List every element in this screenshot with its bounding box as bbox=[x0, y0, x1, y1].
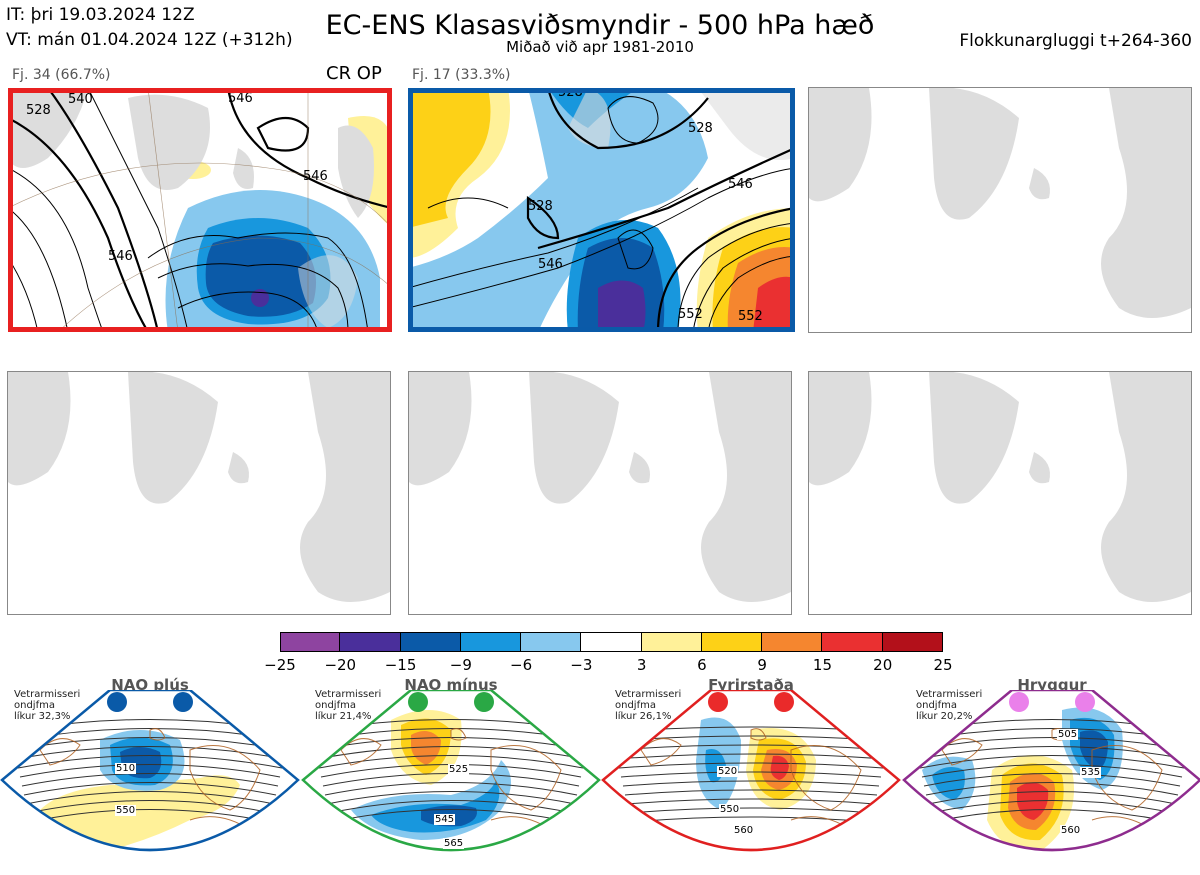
colorbar-tick-label: −6 bbox=[510, 656, 533, 674]
regime-contour-label: 550 bbox=[115, 805, 137, 816]
colorbar-tick-label: 25 bbox=[933, 656, 953, 674]
init-time: IT: þri 19.03.2024 12Z bbox=[6, 5, 195, 25]
colorbar-swatch bbox=[641, 632, 702, 652]
regime-note-line: ondjfma bbox=[615, 700, 656, 711]
contour-label: 528 bbox=[26, 103, 51, 118]
colorbar-swatch bbox=[280, 632, 341, 652]
classification-window: Flokkunargluggi t+264-360 bbox=[959, 31, 1192, 51]
regime-note-line: líkur 20,2% bbox=[916, 711, 973, 722]
regime-indicator-dot bbox=[474, 692, 494, 712]
regime-contour-label: 505 bbox=[1057, 729, 1079, 740]
contour-label: 546 bbox=[228, 91, 253, 106]
regime-note-line: ondjfma bbox=[916, 700, 957, 711]
contour-label: 546 bbox=[728, 177, 753, 192]
colorbar-tick-label: −3 bbox=[570, 656, 593, 674]
regime-contour-label: 560 bbox=[733, 825, 755, 836]
regime-probability-note: Vetrarmisseri ondjfma líkur 32,3% bbox=[14, 689, 80, 722]
colorbar bbox=[280, 632, 943, 652]
empty-map-4[interactable] bbox=[7, 371, 391, 615]
colorbar-tick-label: −9 bbox=[449, 656, 472, 674]
regime-contour-label: 550 bbox=[719, 804, 741, 815]
regime-map[interactable] bbox=[601, 688, 901, 871]
regime-contour-label: 525 bbox=[448, 764, 470, 775]
regime-note-line: Vetrarmisseri bbox=[14, 689, 81, 700]
regime-contour-label: 520 bbox=[717, 766, 739, 777]
regime-probability-note: Vetrarmisseri ondjfma líkur 26,1% bbox=[615, 689, 681, 722]
regime-probability-note: Vetrarmisseri ondjfma líkur 21,4% bbox=[315, 689, 381, 722]
colorbar-swatch bbox=[822, 632, 883, 652]
contour-label: 552 bbox=[678, 307, 703, 322]
regime-contour-label: 535 bbox=[1080, 767, 1102, 778]
regime-indicator-dot bbox=[173, 692, 193, 712]
contour-label: 546 bbox=[303, 169, 328, 184]
colorbar-tick-label: −15 bbox=[384, 656, 417, 674]
regime-contour-label: 545 bbox=[434, 814, 456, 825]
valid-time: VT: mán 01.04.2024 12Z (+312h) bbox=[6, 30, 293, 50]
regime-note-line: ondjfma bbox=[14, 700, 55, 711]
regime-contour-label: 565 bbox=[443, 838, 465, 849]
colorbar-swatch bbox=[581, 632, 642, 652]
contour-label: 528 bbox=[688, 121, 713, 136]
contour-label: 540 bbox=[68, 92, 93, 107]
regime-note-line: líkur 21,4% bbox=[315, 711, 372, 722]
regime-indicator-dot bbox=[774, 692, 794, 712]
regime-contour-label: 560 bbox=[1060, 825, 1082, 836]
colorbar-tick-label: 9 bbox=[757, 656, 767, 674]
contour-label: 528 bbox=[528, 199, 553, 214]
empty-map-5[interactable] bbox=[408, 371, 792, 615]
colorbar-swatch bbox=[400, 632, 461, 652]
regime-note-line: Vetrarmisseri bbox=[615, 689, 682, 700]
colorbar-tick-label: 6 bbox=[697, 656, 707, 674]
colorbar-tick-label: 3 bbox=[636, 656, 647, 674]
cluster-2-label: Fj. 17 (33.3%) bbox=[412, 67, 511, 83]
colorbar-tick-label: −20 bbox=[324, 656, 357, 674]
colorbar-tick-label: −25 bbox=[264, 656, 296, 674]
cluster-1-label: Fj. 34 (66.7%) bbox=[12, 67, 111, 83]
regime-note-line: Vetrarmisseri bbox=[315, 689, 382, 700]
empty-map-6[interactable] bbox=[808, 371, 1192, 615]
cluster-1-map[interactable]: 528 546 540 546 546 bbox=[8, 88, 392, 332]
regime-contour-label: 510 bbox=[115, 763, 137, 774]
colorbar-swatch bbox=[762, 632, 823, 652]
regime-note-line: líkur 26,1% bbox=[615, 711, 672, 722]
contour-label: 546 bbox=[108, 249, 133, 264]
page-subtitle: Miðað við apr 1981-2010 bbox=[506, 38, 694, 56]
contour-label: 546 bbox=[538, 257, 563, 272]
regime-note-line: Vetrarmisseri bbox=[916, 689, 983, 700]
colorbar-tick-label: 15 bbox=[812, 656, 832, 674]
colorbar-swatch bbox=[460, 632, 522, 652]
regime-map[interactable] bbox=[902, 688, 1200, 871]
regime-indicator-dot bbox=[1075, 692, 1095, 712]
page-title: EC-ENS Klasasviðsmyndir - 500 hPa hæð bbox=[325, 10, 875, 41]
regime-indicator-dot bbox=[1009, 692, 1029, 712]
colorbar-tick-label: 20 bbox=[873, 656, 893, 674]
regime-note-line: ondjfma bbox=[315, 700, 356, 711]
colorbar-swatch bbox=[882, 632, 943, 652]
regime-indicator-dot bbox=[408, 692, 428, 712]
regime-note-line: líkur 32,3% bbox=[14, 711, 71, 722]
colorbar-swatch bbox=[521, 632, 582, 652]
regime-map[interactable] bbox=[0, 688, 300, 871]
contour-label: 552 bbox=[738, 309, 763, 324]
cluster-2-map[interactable]: 528 528 528 546 546 552 552 bbox=[408, 88, 795, 332]
colorbar-swatch bbox=[701, 632, 763, 652]
colorbar-swatch bbox=[340, 632, 401, 652]
regime-indicator-dot bbox=[708, 692, 728, 712]
regime-indicator-dot bbox=[107, 692, 127, 712]
empty-map-3[interactable] bbox=[808, 87, 1192, 333]
cluster-1-tag: CR OP bbox=[326, 63, 382, 84]
regime-probability-note: Vetrarmisseri ondjfma líkur 20,2% bbox=[916, 689, 982, 722]
